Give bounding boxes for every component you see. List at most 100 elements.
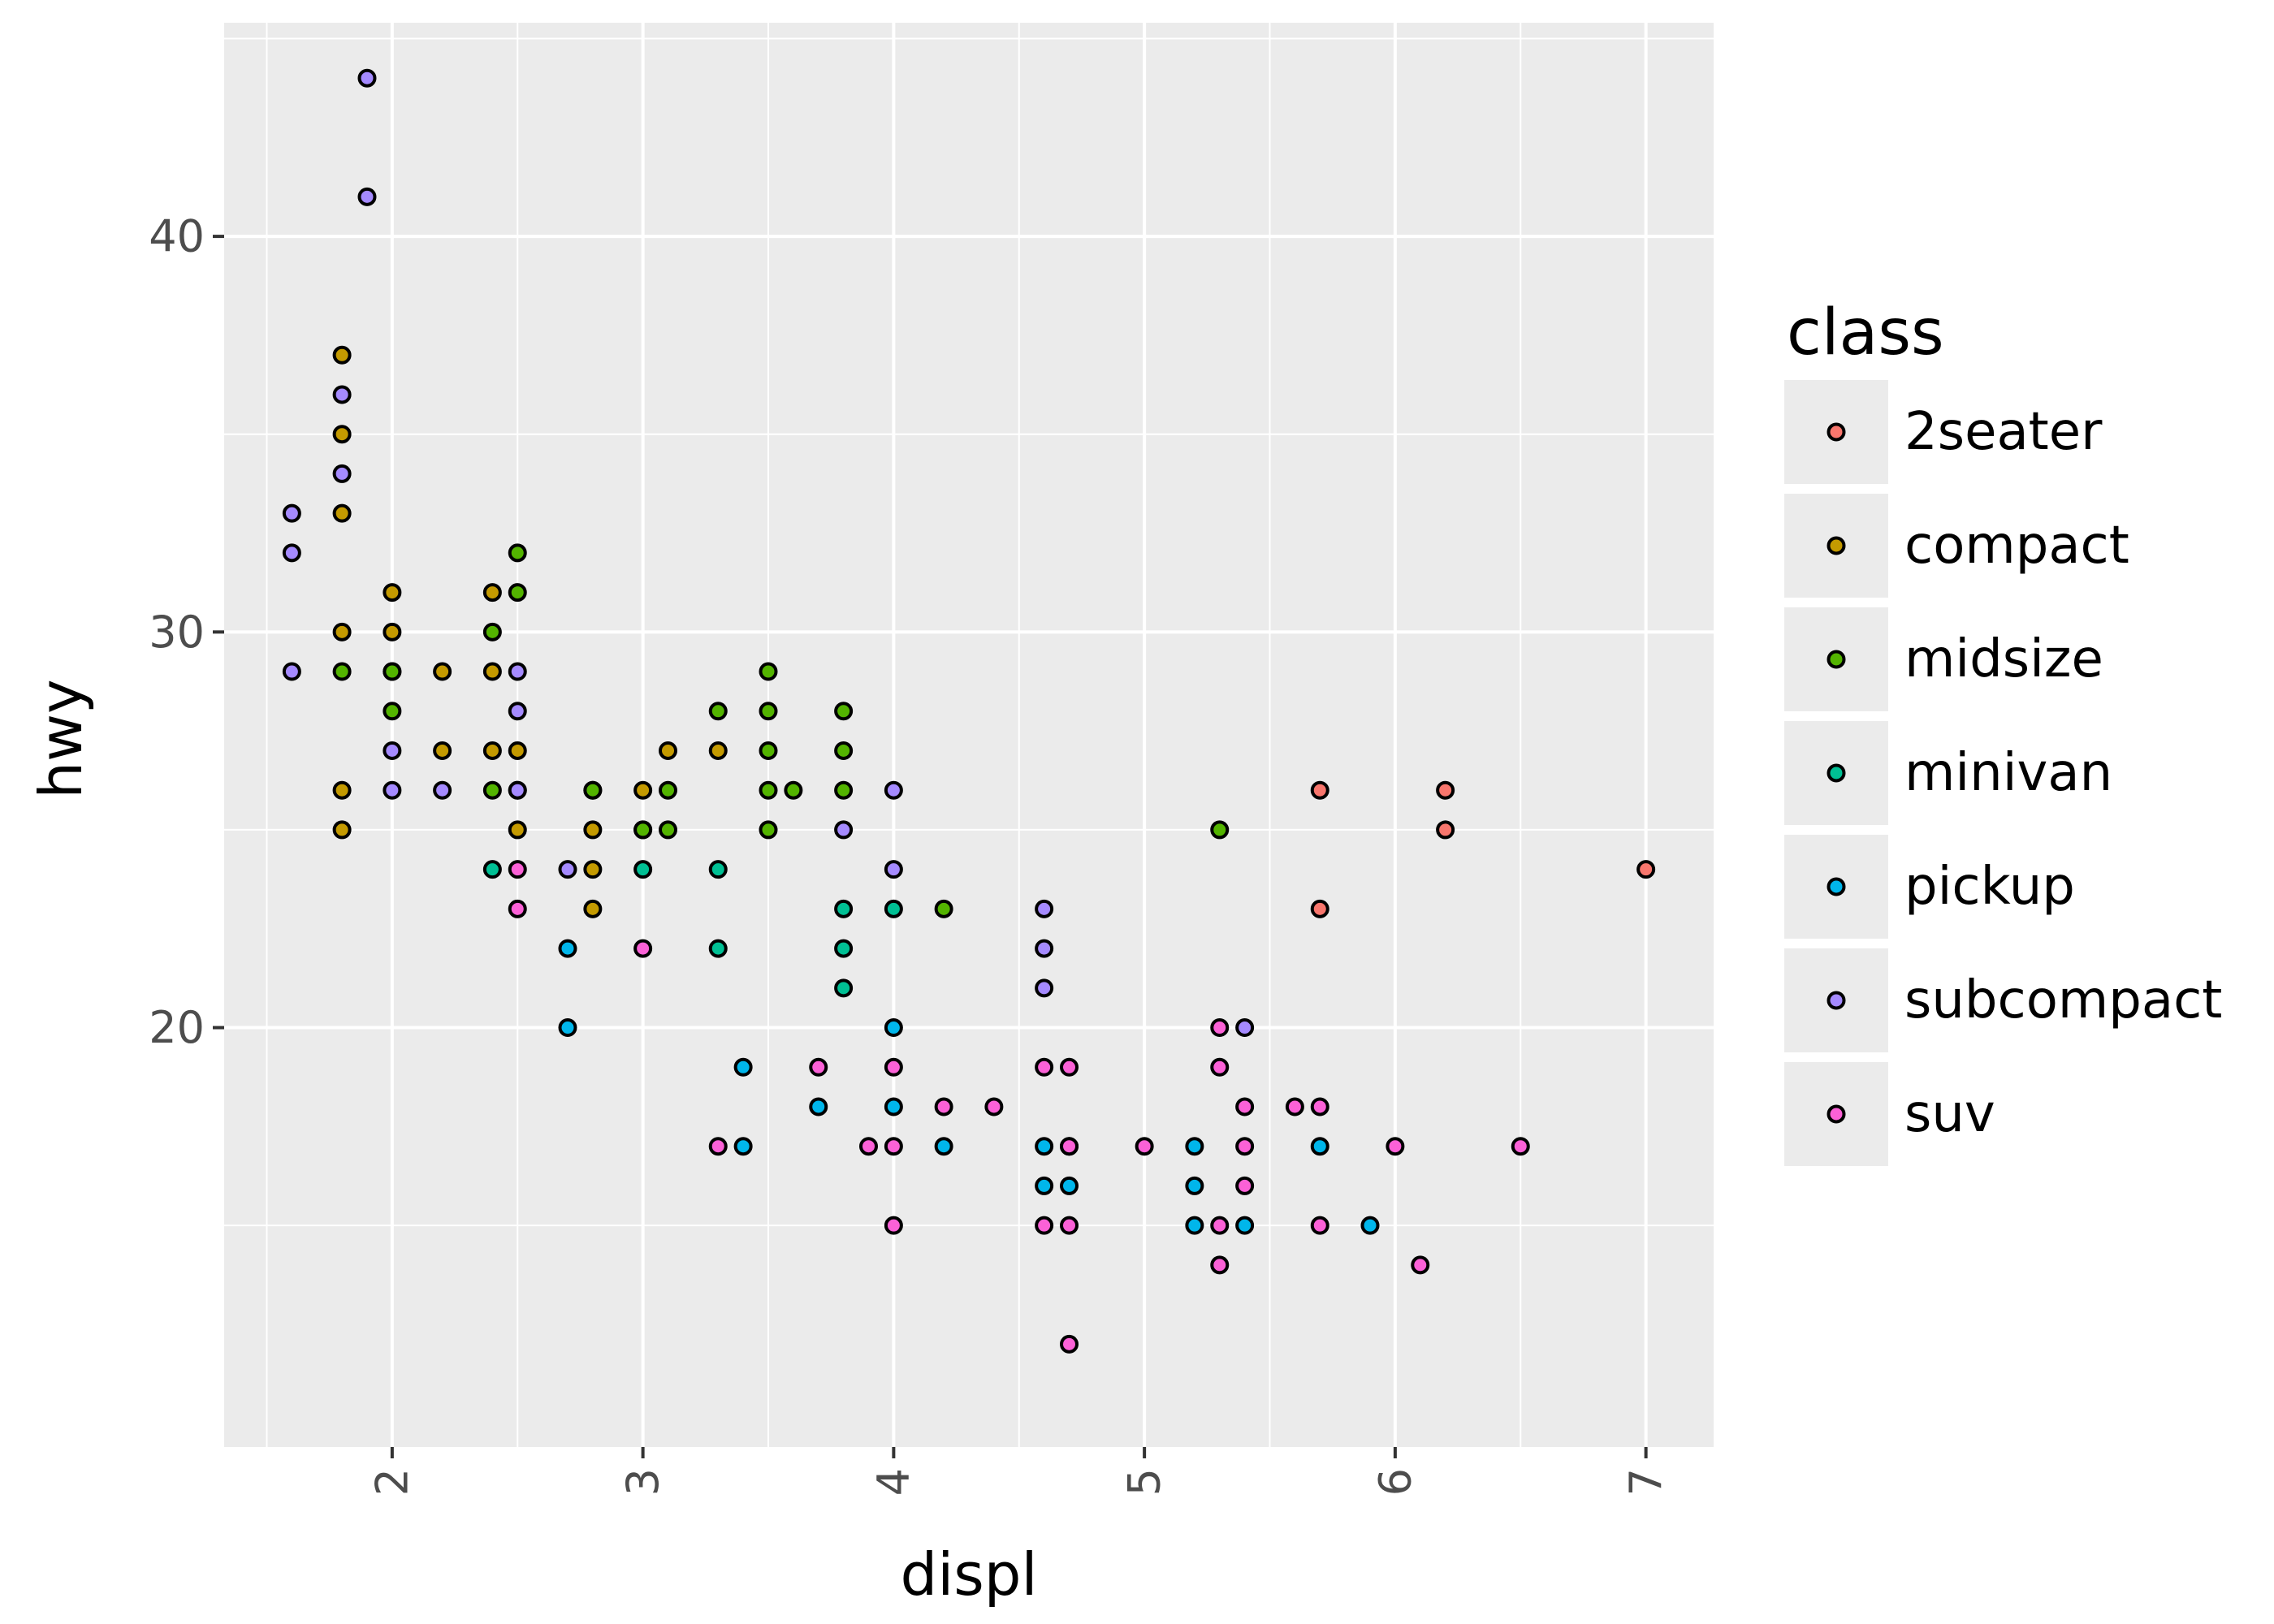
data-point bbox=[834, 899, 854, 918]
data-point bbox=[633, 939, 653, 958]
data-point bbox=[658, 741, 677, 760]
data-point bbox=[583, 860, 603, 879]
data-point bbox=[1060, 1057, 1079, 1077]
data-point bbox=[658, 820, 677, 840]
data-point bbox=[332, 780, 352, 800]
data-point bbox=[1210, 1057, 1230, 1077]
data-point bbox=[383, 622, 402, 641]
data-point bbox=[508, 543, 527, 563]
data-point bbox=[357, 187, 377, 206]
data-point bbox=[708, 860, 728, 879]
data-point bbox=[884, 1137, 903, 1156]
data-point bbox=[482, 583, 502, 603]
data-point bbox=[884, 860, 903, 879]
data-point bbox=[633, 860, 653, 879]
legend-label: minivan bbox=[1904, 743, 2112, 803]
x-tick-label: 7 bbox=[1620, 1468, 1671, 1496]
data-point bbox=[1360, 1216, 1380, 1235]
data-point bbox=[508, 860, 527, 879]
series-2seater bbox=[1310, 780, 1656, 918]
x-tick-label: 2 bbox=[366, 1468, 417, 1496]
data-point bbox=[884, 899, 903, 918]
legend-item-midsize: midsize bbox=[1784, 607, 2103, 711]
data-points bbox=[282, 68, 1656, 1354]
legend-item-compact: compact bbox=[1784, 494, 2129, 598]
data-point bbox=[383, 780, 402, 800]
data-point bbox=[1386, 1137, 1405, 1156]
data-point bbox=[482, 780, 502, 800]
data-point bbox=[383, 583, 402, 603]
data-point bbox=[1060, 1216, 1079, 1235]
data-point bbox=[1035, 1176, 1054, 1195]
data-point bbox=[733, 1137, 753, 1156]
data-point bbox=[433, 662, 452, 681]
x-tick-label: 5 bbox=[1119, 1468, 1170, 1496]
legend: class 2seater compact midsize minivan pickup… bbox=[1784, 296, 2222, 1166]
data-point bbox=[834, 939, 854, 958]
data-point bbox=[1060, 1137, 1079, 1156]
data-point bbox=[332, 503, 352, 523]
y-tick-label: 20 bbox=[149, 1002, 205, 1053]
data-point bbox=[934, 1097, 953, 1116]
data-point bbox=[633, 820, 653, 840]
data-point bbox=[482, 662, 502, 681]
data-point bbox=[1035, 1137, 1054, 1156]
data-point bbox=[482, 741, 502, 760]
data-point bbox=[508, 702, 527, 721]
data-point bbox=[1210, 1216, 1230, 1235]
data-point bbox=[1235, 1216, 1255, 1235]
series-pickup bbox=[558, 939, 1380, 1235]
data-point bbox=[508, 780, 527, 800]
data-point bbox=[884, 1097, 903, 1116]
legend-item-pickup: pickup bbox=[1784, 835, 2075, 939]
plot-panel bbox=[224, 23, 1714, 1447]
data-point bbox=[332, 385, 352, 404]
data-point bbox=[332, 662, 352, 681]
series-subcompact bbox=[282, 68, 1255, 1038]
data-point bbox=[383, 741, 402, 760]
data-point bbox=[332, 820, 352, 840]
data-point bbox=[1035, 978, 1054, 998]
data-point bbox=[357, 68, 377, 88]
data-point bbox=[332, 345, 352, 365]
data-point bbox=[1310, 1137, 1329, 1156]
data-point bbox=[759, 780, 778, 800]
data-point bbox=[332, 425, 352, 444]
data-point bbox=[1436, 820, 1455, 840]
data-point bbox=[282, 503, 301, 523]
data-point bbox=[1411, 1255, 1430, 1275]
data-point bbox=[834, 780, 854, 800]
data-point bbox=[1060, 1334, 1079, 1354]
data-point bbox=[383, 662, 402, 681]
legend-key-marker bbox=[1827, 877, 1846, 896]
data-point bbox=[583, 820, 603, 840]
legend-key-marker bbox=[1827, 650, 1846, 669]
data-point bbox=[1636, 860, 1656, 879]
y-tick-label: 30 bbox=[149, 607, 205, 658]
data-point bbox=[1235, 1097, 1255, 1116]
data-point bbox=[332, 464, 352, 483]
series-minivan bbox=[482, 860, 903, 998]
data-point bbox=[759, 820, 778, 840]
data-point bbox=[1235, 1176, 1255, 1195]
data-point bbox=[708, 1137, 728, 1156]
data-point bbox=[1210, 1255, 1230, 1275]
legend-label: midsize bbox=[1904, 629, 2103, 689]
data-point bbox=[383, 702, 402, 721]
data-point bbox=[1135, 1137, 1154, 1156]
data-point bbox=[508, 820, 527, 840]
data-point bbox=[1310, 780, 1329, 800]
data-point bbox=[759, 662, 778, 681]
data-point bbox=[934, 1137, 953, 1156]
data-point bbox=[858, 1137, 878, 1156]
panel-background bbox=[224, 23, 1714, 1447]
data-point bbox=[583, 899, 603, 918]
data-point bbox=[708, 702, 728, 721]
data-point bbox=[633, 780, 653, 800]
data-point bbox=[1436, 780, 1455, 800]
data-point bbox=[733, 1057, 753, 1077]
legend-label: suv bbox=[1904, 1084, 1995, 1144]
data-point bbox=[482, 622, 502, 641]
data-point bbox=[708, 939, 728, 958]
